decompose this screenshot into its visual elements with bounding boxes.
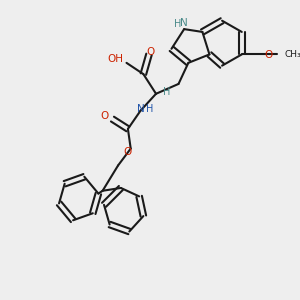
Text: O: O (264, 50, 272, 60)
Text: O: O (146, 46, 154, 57)
Text: N: N (180, 18, 188, 28)
Text: N: N (137, 104, 145, 114)
Text: H: H (174, 19, 182, 29)
Text: CH₃: CH₃ (285, 50, 300, 59)
Text: O: O (100, 111, 108, 121)
Text: OH: OH (107, 54, 123, 64)
Text: H: H (163, 86, 170, 97)
Text: H: H (146, 104, 153, 114)
Text: O: O (124, 147, 132, 157)
